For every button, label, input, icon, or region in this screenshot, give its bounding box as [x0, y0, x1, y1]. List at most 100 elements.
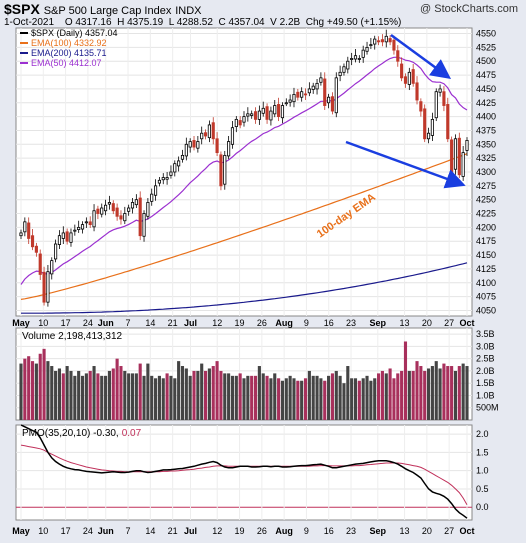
volume-bar [92, 366, 96, 420]
candle-body [111, 203, 115, 212]
volume-bar [369, 380, 373, 420]
candle-body [261, 107, 265, 114]
candle-body [342, 66, 346, 73]
candle-body [96, 208, 100, 214]
pmo-x-tick-label: 17 [61, 526, 71, 536]
candle-body [338, 71, 342, 77]
candle-body [173, 163, 177, 173]
candle-body [57, 235, 62, 245]
candle-body [265, 106, 269, 120]
legend-entry: EMA(50) 4412.07 [31, 58, 102, 68]
volume-bar [134, 373, 138, 420]
price-y-tick-label: 4450 [476, 84, 496, 94]
price-x-tick-label: 26 [257, 318, 267, 328]
candle-body [134, 199, 138, 206]
volume-bar [284, 378, 288, 420]
volume-bar [388, 368, 392, 420]
candle-body [119, 215, 123, 220]
candle-body [253, 111, 258, 120]
pmo-label: PMO(35,20,10) -0.30, 0.07 [22, 428, 142, 439]
price-x-tick-label: 14 [145, 318, 155, 328]
volume-bar [430, 366, 434, 420]
volume-bar [130, 373, 135, 420]
candle-body [442, 91, 446, 106]
candle-body [438, 88, 442, 93]
candle-body [277, 104, 281, 118]
candle-body [426, 132, 431, 140]
ohlc-values: O 4317.16 H 4375.19 L 4288.52 C 4357.04 … [64, 17, 402, 28]
volume-bar [465, 366, 469, 420]
volume-bar [223, 373, 227, 420]
volume-bar [357, 380, 361, 420]
volume-bar [50, 366, 54, 420]
volume-bar [200, 363, 204, 420]
price-y-tick-label: 4375 [476, 125, 496, 135]
volume-bar [119, 366, 123, 420]
volume-bar [150, 375, 154, 420]
price-y-tick-label: 4400 [476, 112, 496, 122]
pmo-x-tick-label: 24 [83, 526, 93, 536]
volume-bar [177, 361, 181, 420]
volume-bar [261, 373, 265, 420]
price-x-tick-label: 19 [235, 318, 245, 328]
candle-body [323, 78, 327, 106]
candle-body [234, 118, 238, 127]
volume-bar [327, 375, 331, 420]
candle-body [242, 116, 246, 123]
pmo-x-tick-label: 16 [324, 526, 334, 536]
volume-bar [373, 378, 377, 420]
volume-bar [273, 373, 277, 420]
price-y-tick-label: 4350 [476, 139, 496, 149]
candle-body [392, 39, 396, 51]
price-y-tick-label: 4200 [476, 222, 496, 232]
price-x-tick-label: Jul [184, 318, 197, 328]
candle-body [380, 39, 384, 43]
candle-body [150, 193, 154, 202]
pmo-y-tick-label: 1.0 [476, 466, 489, 476]
volume-bar [115, 358, 119, 420]
candle-body [300, 91, 304, 98]
volume-bar [211, 366, 215, 420]
candle-body [123, 213, 127, 222]
volume-bar [334, 370, 338, 420]
pmo-x-tick-label: May [12, 526, 30, 536]
volume-y-tick-label: 3.5B [476, 329, 495, 339]
volume-bar [288, 375, 292, 420]
price-x-tick-label: Sep [370, 318, 387, 328]
volume-bar [411, 370, 415, 420]
candle-body [169, 171, 173, 176]
volume-bar [184, 368, 188, 420]
exchange: INDX [175, 5, 202, 17]
candle-body [461, 152, 465, 177]
volume-bar [323, 380, 327, 420]
volume-bar [227, 373, 231, 420]
volume-bar [215, 361, 219, 420]
volume-bar [146, 363, 150, 420]
candle-body [196, 141, 200, 149]
candle-body [384, 35, 388, 43]
volume-bar [154, 378, 158, 420]
volume-bar [42, 348, 46, 420]
candle-body [230, 127, 235, 145]
candle-body [165, 177, 169, 180]
price-y-tick-label: 4550 [476, 29, 496, 39]
volume-bar [315, 375, 319, 420]
volume-bar [157, 375, 161, 420]
candle-body [284, 102, 288, 105]
volume-bar [453, 370, 458, 420]
candle-body [273, 105, 277, 115]
candle-body [192, 140, 196, 148]
symbol: $SPX [4, 1, 40, 17]
volume-bar [269, 378, 273, 420]
volume-bar [438, 368, 442, 420]
volume-bar [311, 375, 315, 420]
candle-body [42, 271, 46, 303]
candle-body [104, 204, 108, 212]
price-x-tick-label: 27 [444, 318, 454, 328]
price-y-tick-label: 4075 [476, 292, 496, 302]
volume-bar [192, 370, 196, 420]
volume-bar [84, 373, 88, 420]
candle-body [142, 213, 146, 237]
price-x-tick-label: 7 [126, 318, 131, 328]
candle-body [315, 82, 319, 90]
